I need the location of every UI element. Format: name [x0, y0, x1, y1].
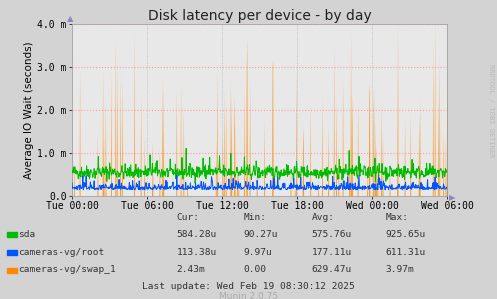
Text: 113.38u: 113.38u — [176, 248, 217, 257]
Text: 177.11u: 177.11u — [312, 248, 352, 257]
Text: 629.47u: 629.47u — [312, 266, 352, 274]
Text: Min:: Min: — [244, 213, 266, 222]
Text: Munin 2.0.75: Munin 2.0.75 — [219, 292, 278, 299]
Text: 90.27u: 90.27u — [244, 230, 278, 239]
Text: Avg:: Avg: — [312, 213, 334, 222]
Text: 925.65u: 925.65u — [385, 230, 425, 239]
Text: sda: sda — [18, 230, 36, 239]
Text: Max:: Max: — [385, 213, 408, 222]
Text: 584.28u: 584.28u — [176, 230, 217, 239]
Y-axis label: Average IO Wait (seconds): Average IO Wait (seconds) — [24, 41, 34, 179]
Text: 611.31u: 611.31u — [385, 248, 425, 257]
Text: 3.97m: 3.97m — [385, 266, 414, 274]
Text: 0.00: 0.00 — [244, 266, 266, 274]
Text: 2.43m: 2.43m — [176, 266, 205, 274]
Text: ▶: ▶ — [449, 193, 455, 202]
Title: Disk latency per device - by day: Disk latency per device - by day — [148, 9, 372, 23]
Text: 9.97u: 9.97u — [244, 248, 272, 257]
Text: cameras-vg/root: cameras-vg/root — [18, 248, 105, 257]
Text: cameras-vg/swap_1: cameras-vg/swap_1 — [18, 266, 116, 274]
Text: Cur:: Cur: — [176, 213, 199, 222]
Text: 575.76u: 575.76u — [312, 230, 352, 239]
Text: Last update: Wed Feb 19 08:30:12 2025: Last update: Wed Feb 19 08:30:12 2025 — [142, 282, 355, 291]
Text: ▲: ▲ — [68, 13, 74, 22]
Text: RRDTOOL / TOBI OETIKER: RRDTOOL / TOBI OETIKER — [488, 64, 494, 157]
